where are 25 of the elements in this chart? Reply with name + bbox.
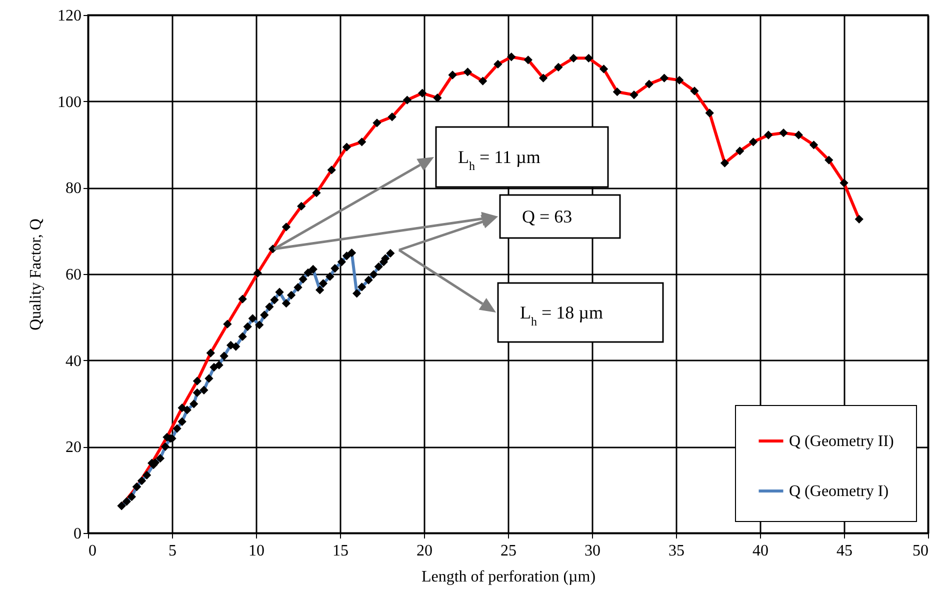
y-tick-label: 20 bbox=[66, 439, 82, 456]
x-tick-label: 45 bbox=[836, 542, 852, 560]
x-tick-label: 5 bbox=[168, 542, 176, 560]
x-tick-label: 10 bbox=[248, 542, 264, 560]
x-tick-label: 35 bbox=[668, 542, 684, 560]
annotation: Q = 63 bbox=[522, 206, 572, 226]
y-tick-label: 120 bbox=[58, 8, 82, 24]
y-tick-label: 40 bbox=[66, 352, 82, 370]
annotation: L$_{h}$ = 18 µm bbox=[520, 302, 604, 328]
annotation: L$_{h}$ = 11 µm bbox=[458, 147, 540, 173]
x-tick-label: 15 bbox=[332, 542, 348, 560]
y-tick-label: 60 bbox=[66, 266, 82, 284]
y-tick-label: 100 bbox=[58, 94, 82, 111]
x-tick-label: 20 bbox=[416, 542, 432, 560]
y-tick-label: 80 bbox=[66, 180, 82, 198]
y-tick-label: 0 bbox=[74, 526, 82, 542]
x-tick-label: 25 bbox=[500, 542, 516, 560]
x-axis-title: Length of perforation (µm) bbox=[421, 568, 596, 586]
x-tick-label: 50 bbox=[912, 542, 928, 560]
x-tick-label: 0 bbox=[88, 542, 96, 560]
y-axis-title: Quality Factor, Q bbox=[28, 218, 44, 330]
legend-label: Q (Geometry II) bbox=[789, 433, 894, 450]
legend-label: Q (Geometry I) bbox=[789, 483, 889, 500]
x-tick-label: 30 bbox=[584, 542, 600, 560]
x-tick-label: 40 bbox=[752, 542, 768, 560]
